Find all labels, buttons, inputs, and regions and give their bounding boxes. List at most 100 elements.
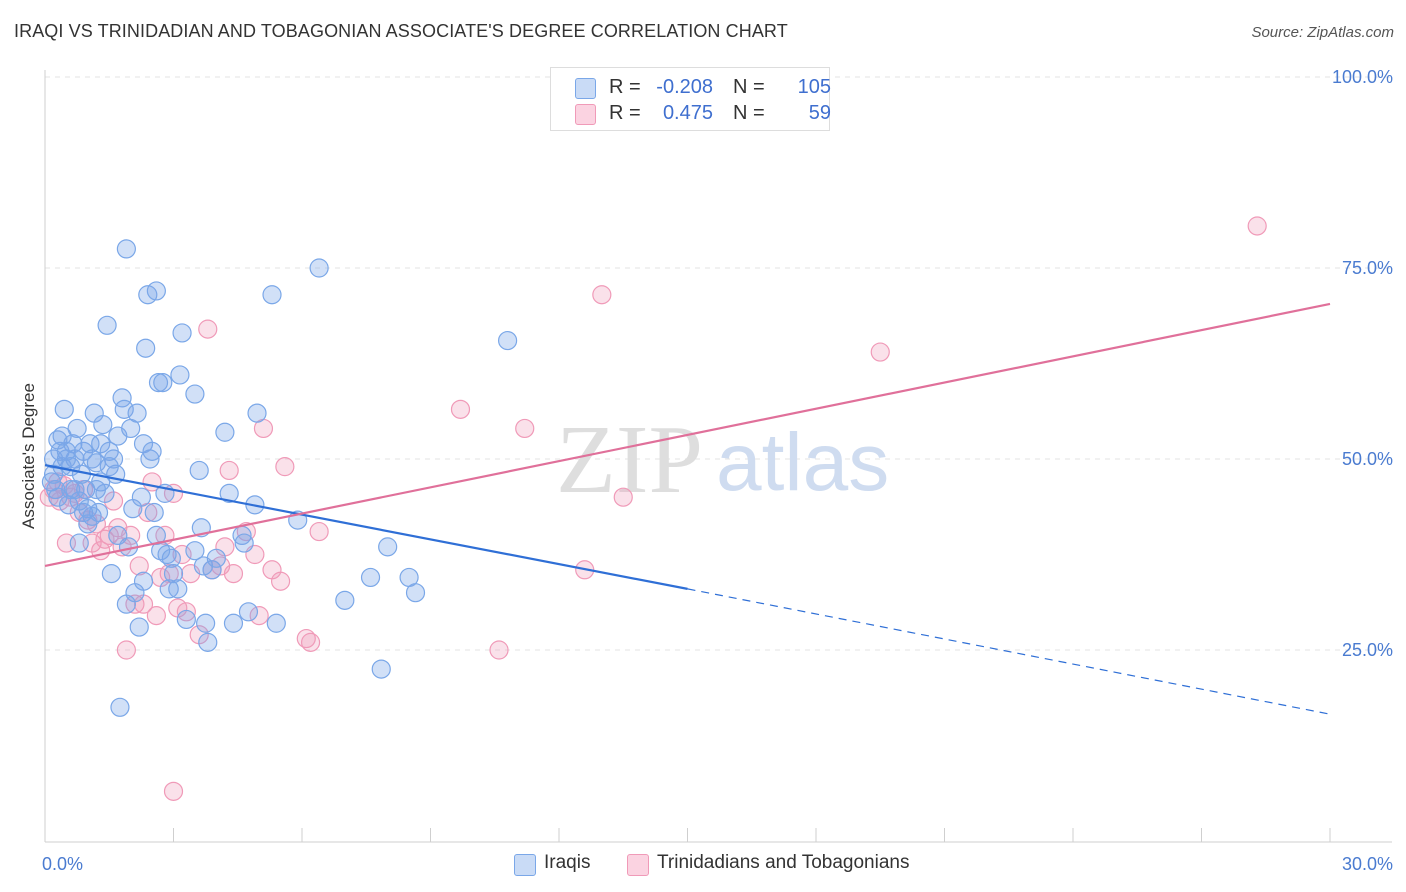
tick-labels: 25.0% 50.0% 75.0% 100.0% 0.0% 30.0% — [42, 67, 1393, 874]
iraqi-point — [110, 697, 130, 717]
trini-point — [613, 487, 633, 507]
trini-point — [489, 640, 509, 660]
legend-swatch-trini — [627, 854, 649, 876]
iraqi-point — [238, 602, 259, 622]
legend-swatch-iraqis — [575, 78, 596, 99]
iraqi-point — [266, 613, 286, 633]
watermark: ZIP atlas — [556, 406, 889, 514]
legend-n-label: N = — [733, 76, 765, 98]
iraqi-point — [378, 537, 398, 557]
iraqi-point — [198, 632, 218, 652]
y-tick-label: 25.0% — [1342, 640, 1393, 660]
trini-point — [275, 457, 295, 477]
iraqi-point — [48, 487, 68, 507]
iraqi-point — [127, 403, 147, 423]
iraqi-point — [202, 560, 222, 580]
iraqi-point — [69, 533, 89, 553]
series-legend: Iraqis Trinidadians and Tobagonians — [0, 852, 1406, 878]
y-tick-label: 50.0% — [1342, 449, 1393, 469]
watermark-atlas: atlas — [716, 417, 889, 508]
iraqi-point — [63, 434, 83, 454]
trini-regression-line — [44, 302, 1331, 568]
trini-point — [592, 285, 612, 305]
iraqi-point — [78, 514, 98, 534]
iraqi-point — [52, 426, 72, 446]
iraqi-point — [140, 449, 160, 469]
iraqi-point — [101, 563, 121, 584]
iraqi-point — [185, 541, 205, 561]
iraqi-point — [163, 563, 184, 584]
legend-n-label: N = — [733, 102, 765, 124]
iraqi-point — [131, 487, 151, 507]
iraqi-point — [112, 388, 132, 408]
iraqi-point — [185, 384, 205, 404]
iraqi-point — [65, 479, 85, 500]
iraqi-point — [161, 548, 181, 568]
iraqi-point — [206, 548, 226, 568]
iraqi-point — [172, 323, 192, 343]
trini-point — [219, 460, 239, 481]
iraqi-point — [144, 502, 164, 523]
iraqi-point — [116, 594, 136, 614]
trini-point — [172, 544, 192, 565]
iraqi-point — [219, 483, 239, 503]
iraqi-point — [335, 590, 355, 610]
x-tick-label: 0.0% — [42, 854, 83, 874]
trini-point — [223, 563, 244, 584]
trini-point — [159, 563, 179, 584]
trini-point — [129, 556, 149, 576]
iraqi-point — [61, 457, 81, 477]
source-label: Source: ZipAtlas.com — [1251, 24, 1394, 41]
iraqi-point — [176, 609, 196, 630]
x-tick-label: 30.0% — [1342, 854, 1393, 874]
trini-point — [309, 521, 329, 542]
iraqi-point — [76, 479, 96, 500]
iraqi-point — [129, 617, 149, 637]
iraqi-point — [148, 373, 169, 393]
iraqi-point — [116, 239, 136, 259]
iraqi-point — [80, 434, 100, 454]
iraqi-point — [371, 659, 391, 679]
iraqi-point — [405, 583, 426, 603]
iraqi-point — [196, 613, 216, 633]
y-axis-label: Associate's Degree — [19, 383, 38, 529]
gridlines — [45, 76, 1392, 651]
iraqi-point — [56, 441, 77, 461]
legend-r-label: R = — [609, 76, 641, 98]
y-tick-label: 100.0% — [1332, 67, 1393, 87]
watermark-zip: ZIP — [556, 406, 703, 514]
trini-point — [176, 602, 196, 622]
trini-point — [450, 399, 471, 419]
iraqi-point — [223, 613, 244, 633]
iraqi-point — [136, 338, 156, 358]
iraqi-point — [146, 525, 166, 546]
trini-point — [270, 571, 291, 591]
iraqi-point — [97, 315, 117, 335]
iraqi-point — [153, 373, 173, 393]
iraqi-point — [309, 258, 329, 278]
iraqi-point — [86, 479, 107, 500]
y-tick-label: 75.0% — [1342, 258, 1393, 278]
trini-point — [116, 640, 136, 660]
legend-r-value: -0.208 — [656, 76, 713, 98]
legend-r-label: R = — [609, 102, 641, 124]
iraqi-point — [46, 479, 66, 500]
legend-label-iraqis: Iraqis — [544, 852, 591, 873]
iraqi-point — [215, 422, 235, 442]
iraqi-point — [108, 525, 128, 546]
iraqi-point — [360, 567, 381, 588]
legend-label-trini: Trinidadians and Tobagonians — [657, 852, 910, 873]
trini-point — [198, 319, 218, 339]
trini-point — [249, 606, 269, 626]
legend-swatch-iraqis — [514, 854, 536, 876]
iraqi-point — [43, 464, 64, 484]
iraqi-point — [498, 330, 518, 351]
iraqi-point — [262, 285, 282, 305]
iraqi-point — [99, 457, 119, 477]
chart-title: IRAQI VS TRINIDADIAN AND TOBAGONIAN ASSO… — [14, 21, 788, 41]
trini-point — [163, 781, 184, 801]
legend-swatch-trini — [575, 104, 596, 125]
iraqi-point — [67, 418, 87, 439]
iraqi-point — [114, 399, 134, 419]
